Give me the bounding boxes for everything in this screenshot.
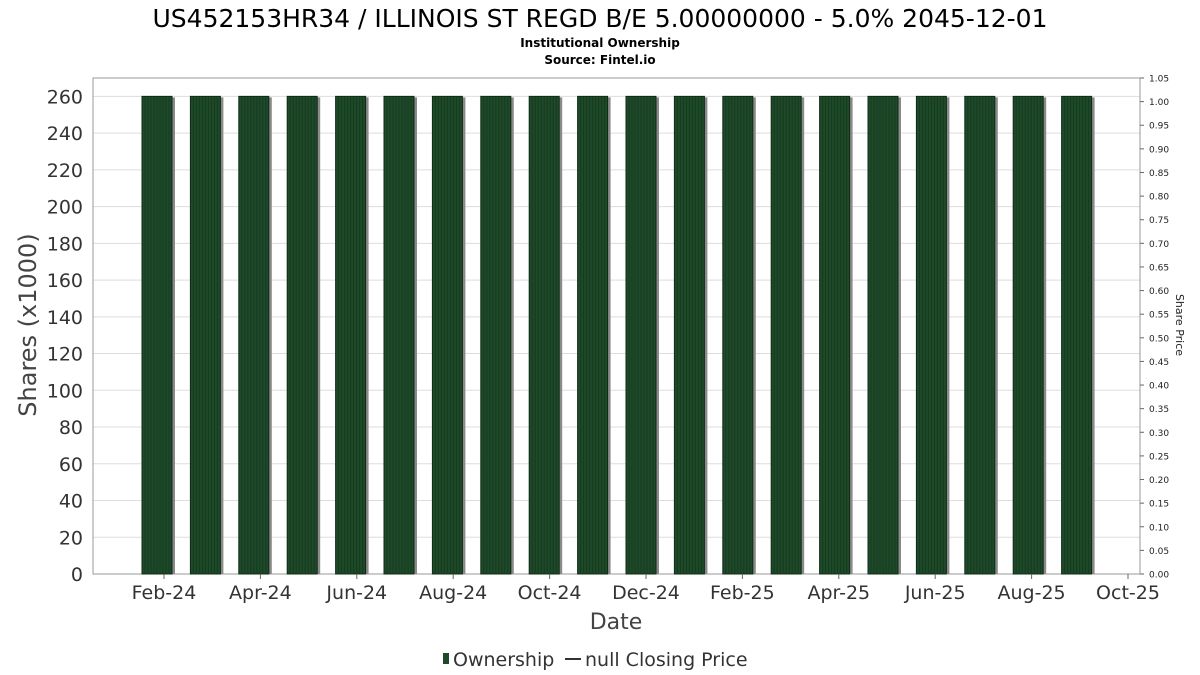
chart-subtitle: Institutional Ownership <box>520 36 680 50</box>
ownership-bar <box>770 95 802 575</box>
y2-tick-label: 0.00 <box>1149 571 1169 581</box>
y2-tick-label: 0.50 <box>1149 334 1169 344</box>
ownership-bar <box>577 95 609 575</box>
x-tick-label: Feb-25 <box>710 582 775 604</box>
chart-title: US452153HR34 / ILLINOIS ST REGD B/E 5.00… <box>153 4 1048 33</box>
y-axis-ticks: 0 20 40 60 80 100 120 140 160 180 200 220 240 260 <box>47 86 83 586</box>
y2-tick-label: 1.05 <box>1149 75 1169 85</box>
y2-tick-label: 0.70 <box>1149 240 1169 250</box>
ownership-bar <box>480 95 512 575</box>
plot-area <box>92 77 1141 575</box>
ownership-bar <box>141 95 173 575</box>
x-tick-label: Apr-24 <box>229 582 292 604</box>
y2-tick-label: 0.05 <box>1149 547 1169 557</box>
ownership-bar <box>238 95 270 575</box>
y-tick-label: 160 <box>47 270 83 292</box>
y2-tick-label: 0.95 <box>1149 122 1169 132</box>
y-tick-label: 140 <box>47 307 83 329</box>
y-tick-label: 120 <box>47 344 83 366</box>
y-tick-label: 40 <box>59 491 83 513</box>
ownership-bar <box>286 95 318 575</box>
y2-tick-label: 0.40 <box>1149 382 1169 392</box>
y2-tick-label: 0.30 <box>1149 429 1169 439</box>
x-tick-label: Aug-24 <box>419 582 487 604</box>
x-tick-label: Jun-25 <box>904 582 966 604</box>
y-tick-label: 0 <box>71 564 83 586</box>
y2-tick-label: 0.20 <box>1149 476 1169 486</box>
y2-tick-label: 1.00 <box>1149 98 1169 108</box>
y2-tick-label: 0.85 <box>1149 169 1169 179</box>
ownership-bar <box>625 95 657 575</box>
x-tick-label: Oct-24 <box>518 582 582 604</box>
ownership-bar <box>383 95 415 575</box>
ownership-bar <box>1012 95 1044 575</box>
ownership-bar <box>189 95 221 575</box>
ownership-bar <box>722 95 754 575</box>
y2-tick-label: 0.45 <box>1149 358 1169 368</box>
x-tick-label: Dec-24 <box>612 582 680 604</box>
y2-tick-label: 0.55 <box>1149 311 1169 321</box>
legend-ownership-swatch <box>443 653 449 664</box>
x-tick-label: Feb-24 <box>132 582 197 604</box>
y2-tick-label: 0.65 <box>1149 263 1169 273</box>
y2-tick-label: 0.35 <box>1149 405 1169 415</box>
x-tick-label: Aug-25 <box>998 582 1066 604</box>
ownership-bar <box>819 95 851 575</box>
y-tick-label: 20 <box>59 527 83 549</box>
x-tick-label: Apr-25 <box>807 582 870 604</box>
y2-tick-label: 0.10 <box>1149 523 1169 533</box>
ownership-bar <box>528 95 560 575</box>
ownership-bar <box>673 95 705 575</box>
legend: Ownership null Closing Price <box>443 649 748 671</box>
y-tick-label: 220 <box>47 160 83 182</box>
y-tick-label: 260 <box>47 86 83 108</box>
ownership-bar <box>867 95 899 575</box>
y-tick-label: 60 <box>59 454 83 476</box>
y2-axis-label: Share Price <box>1173 294 1186 356</box>
x-tick-label: Jun-24 <box>325 582 387 604</box>
y2-tick-label: 0.60 <box>1149 287 1169 297</box>
y2-axis-ticks: 0.00 0.05 0.10 0.15 0.20 0.25 0.30 0.35 0.40 0.45… <box>1140 75 1169 581</box>
y-tick-label: 200 <box>47 197 83 219</box>
legend-ownership-label: Ownership <box>453 649 554 671</box>
y2-tick-label: 0.75 <box>1149 216 1169 226</box>
y2-tick-label: 0.90 <box>1149 145 1169 155</box>
ownership-bar <box>915 95 947 575</box>
y-axis-label: Shares (x1000) <box>14 233 42 416</box>
y2-tick-label: 0.25 <box>1149 452 1169 462</box>
x-axis-ticks: Feb-24 Apr-24 Jun-24 Aug-24 Oct-24 Dec-24 Feb-… <box>132 574 1160 604</box>
x-tick-label: Oct-25 <box>1096 582 1160 604</box>
y-tick-label: 240 <box>47 123 83 145</box>
chart-source: Source: Fintel.io <box>544 53 655 67</box>
ownership-bar <box>335 95 367 575</box>
ownership-bars <box>141 95 1095 575</box>
y-tick-label: 80 <box>59 417 83 439</box>
ownership-bar <box>964 95 996 575</box>
y-tick-label: 180 <box>47 233 83 255</box>
y2-tick-label: 0.15 <box>1149 500 1169 510</box>
ownership-bar <box>431 95 463 575</box>
x-axis-label: Date <box>590 610 643 635</box>
ownership-bar <box>1061 95 1093 575</box>
y2-tick-label: 0.80 <box>1149 193 1169 203</box>
legend-price-label: null Closing Price <box>585 649 748 671</box>
y-tick-label: 100 <box>47 380 83 402</box>
